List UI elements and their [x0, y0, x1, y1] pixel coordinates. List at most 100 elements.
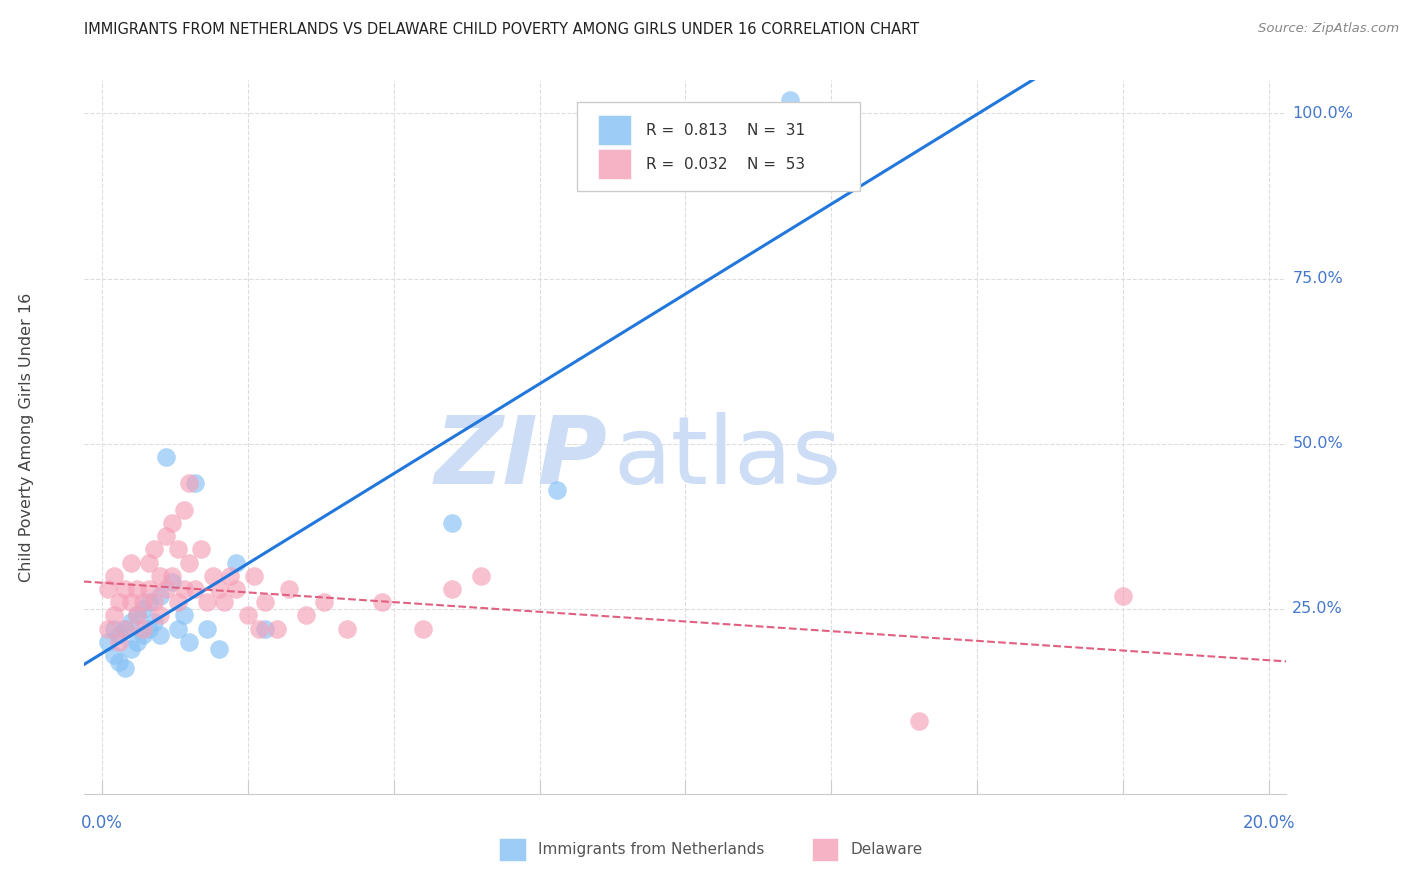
- Point: [184, 476, 207, 491]
- Point: [108, 595, 131, 609]
- Point: [173, 502, 195, 516]
- Point: [155, 582, 177, 596]
- Text: Source: ZipAtlas.com: Source: ZipAtlas.com: [1258, 22, 1399, 36]
- Point: [138, 595, 160, 609]
- Point: [103, 622, 125, 636]
- Point: [173, 608, 195, 623]
- Point: [143, 615, 166, 629]
- Point: [149, 608, 172, 623]
- Point: [1112, 589, 1135, 603]
- Point: [779, 93, 801, 107]
- Point: [120, 641, 142, 656]
- Point: [132, 622, 155, 636]
- Point: [97, 635, 120, 649]
- Point: [166, 542, 188, 557]
- Point: [254, 622, 277, 636]
- Point: [207, 641, 229, 656]
- Point: [138, 582, 160, 596]
- Point: [103, 569, 125, 583]
- Point: [125, 608, 148, 623]
- Point: [184, 582, 207, 596]
- Point: [546, 483, 568, 497]
- Point: [207, 582, 229, 596]
- Point: [160, 575, 183, 590]
- Point: [166, 622, 188, 636]
- Point: [195, 622, 218, 636]
- Point: [155, 450, 177, 464]
- Point: [108, 655, 131, 669]
- Point: [412, 622, 434, 636]
- Point: [125, 582, 148, 596]
- Point: [114, 622, 136, 636]
- Point: [132, 602, 155, 616]
- Text: 20.0%: 20.0%: [1243, 814, 1295, 831]
- Point: [440, 516, 463, 530]
- Bar: [499, 838, 526, 861]
- Point: [179, 556, 201, 570]
- Text: 0.0%: 0.0%: [82, 814, 122, 831]
- Point: [219, 569, 242, 583]
- Point: [295, 608, 318, 623]
- Text: Child Poverty Among Girls Under 16: Child Poverty Among Girls Under 16: [20, 293, 34, 582]
- Point: [97, 622, 120, 636]
- Text: 50.0%: 50.0%: [1292, 436, 1343, 451]
- Point: [470, 569, 492, 583]
- Point: [312, 595, 335, 609]
- Point: [166, 595, 188, 609]
- Point: [277, 582, 299, 596]
- Point: [114, 622, 136, 636]
- FancyBboxPatch shape: [578, 102, 859, 191]
- Point: [242, 569, 264, 583]
- Point: [103, 648, 125, 662]
- Text: 100.0%: 100.0%: [1292, 106, 1354, 120]
- Point: [132, 628, 155, 642]
- Point: [201, 569, 224, 583]
- Text: R =  0.813    N =  31: R = 0.813 N = 31: [645, 123, 804, 137]
- Point: [908, 714, 931, 729]
- Text: 75.0%: 75.0%: [1292, 271, 1343, 286]
- Point: [132, 595, 155, 609]
- Point: [440, 582, 463, 596]
- Point: [97, 582, 120, 596]
- Point: [138, 622, 160, 636]
- Point: [266, 622, 288, 636]
- Point: [173, 582, 195, 596]
- Point: [249, 622, 271, 636]
- Point: [236, 608, 259, 623]
- Bar: [811, 838, 838, 861]
- Point: [214, 595, 236, 609]
- Text: atlas: atlas: [613, 412, 842, 505]
- Point: [138, 556, 160, 570]
- Point: [120, 556, 142, 570]
- Point: [179, 635, 201, 649]
- Point: [225, 556, 247, 570]
- Point: [149, 569, 172, 583]
- Point: [160, 569, 183, 583]
- Point: [108, 635, 131, 649]
- Point: [114, 661, 136, 675]
- Text: Delaware: Delaware: [851, 842, 922, 857]
- Text: R =  0.032    N =  53: R = 0.032 N = 53: [645, 157, 804, 172]
- Text: Immigrants from Netherlands: Immigrants from Netherlands: [537, 842, 763, 857]
- Point: [149, 628, 172, 642]
- Point: [125, 635, 148, 649]
- Point: [120, 595, 142, 609]
- Text: IMMIGRANTS FROM NETHERLANDS VS DELAWARE CHILD POVERTY AMONG GIRLS UNDER 16 CORRE: IMMIGRANTS FROM NETHERLANDS VS DELAWARE …: [84, 22, 920, 37]
- Text: 25.0%: 25.0%: [1292, 601, 1343, 616]
- Point: [155, 529, 177, 543]
- Point: [149, 589, 172, 603]
- Point: [143, 595, 166, 609]
- Point: [195, 595, 218, 609]
- Point: [125, 608, 148, 623]
- Point: [103, 608, 125, 623]
- Point: [120, 615, 142, 629]
- Point: [336, 622, 359, 636]
- Bar: [598, 150, 631, 179]
- Point: [114, 582, 136, 596]
- Point: [108, 628, 131, 642]
- Point: [143, 542, 166, 557]
- Point: [190, 542, 212, 557]
- Point: [254, 595, 277, 609]
- Point: [160, 516, 183, 530]
- Point: [371, 595, 394, 609]
